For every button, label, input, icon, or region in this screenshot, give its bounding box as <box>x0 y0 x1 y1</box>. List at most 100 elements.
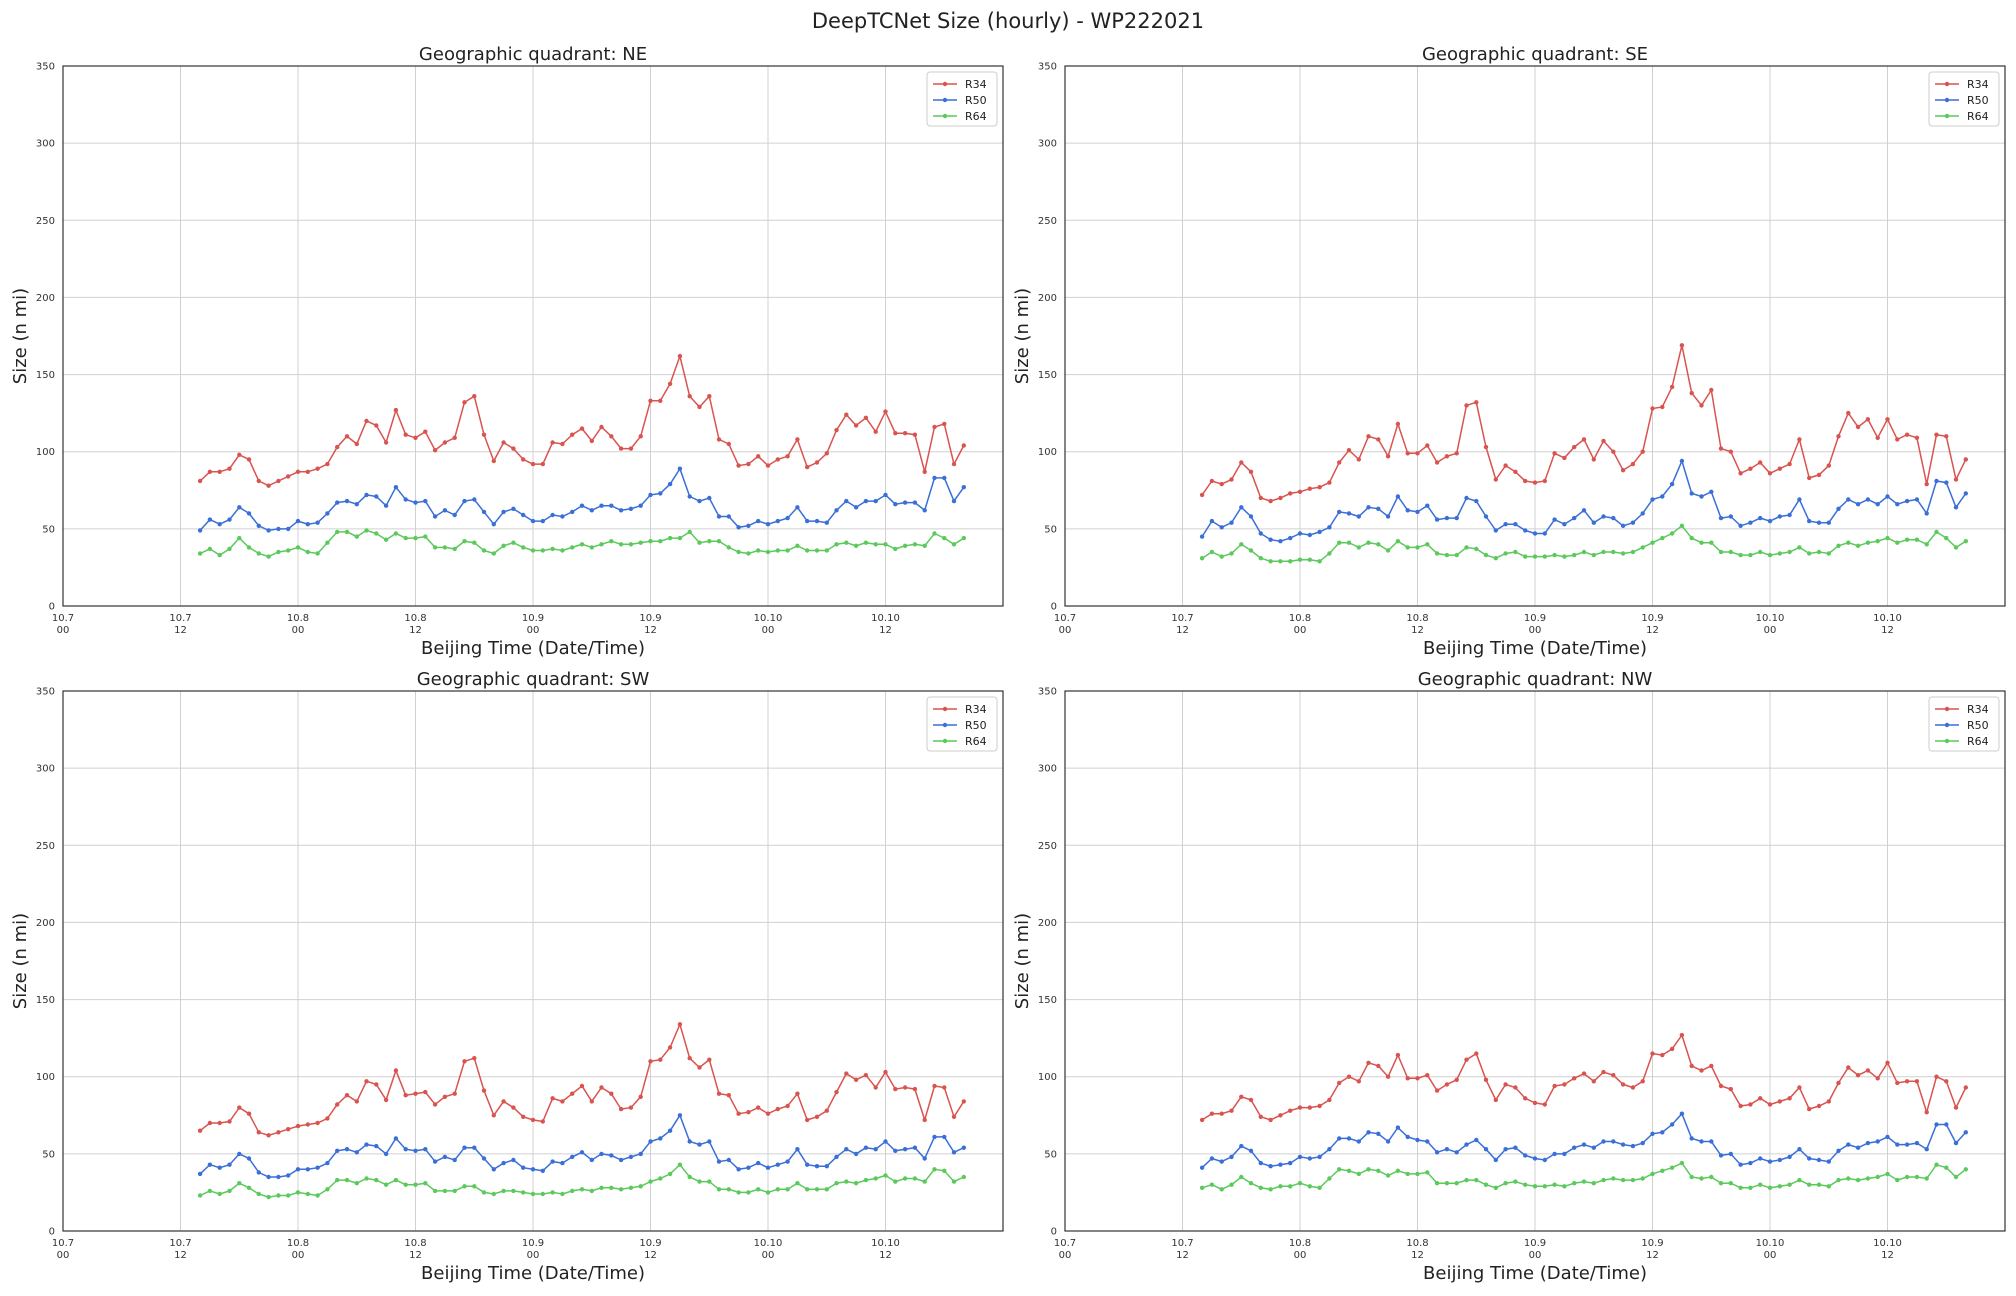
data-point-r50 <box>824 1164 829 1169</box>
data-point-r34 <box>1229 477 1234 482</box>
data-point-r64 <box>1904 1174 1910 1180</box>
data-point-r64 <box>1552 552 1557 558</box>
x-tick-label-hour: 00 <box>57 625 70 636</box>
data-point-r34 <box>785 454 790 459</box>
data-point-r64 <box>217 552 222 558</box>
data-point-r64 <box>1366 1167 1371 1172</box>
data-point-r50 <box>1199 534 1205 539</box>
data-point-r50 <box>530 1167 536 1172</box>
data-point-r64 <box>452 546 457 552</box>
x-tick-label-hour: 12 <box>1646 625 1659 636</box>
legend-label: R34 <box>1967 703 1989 716</box>
legend-marker-r50 <box>942 722 948 728</box>
y-tick-label: 50 <box>42 524 55 535</box>
data-point-r64 <box>687 529 692 535</box>
data-point-r50 <box>883 1139 888 1144</box>
data-point-r34 <box>383 440 389 445</box>
data-point-r50 <box>1875 1139 1880 1144</box>
data-point-r64 <box>472 1184 477 1189</box>
data-point-r64 <box>726 1187 731 1192</box>
data-point-r34 <box>756 1105 761 1110</box>
data-point-r64 <box>961 1174 966 1180</box>
data-point-r64 <box>570 1188 575 1194</box>
data-point-r64 <box>207 1188 213 1194</box>
data-point-r34 <box>1552 1083 1557 1089</box>
data-point-r50 <box>1219 1159 1224 1164</box>
data-point-r34 <box>1493 477 1499 482</box>
data-point-r50 <box>207 1162 213 1167</box>
data-point-r50 <box>207 517 213 522</box>
data-point-r64 <box>1229 1182 1234 1187</box>
data-point-r34 <box>462 400 467 405</box>
data-point-r34 <box>393 407 399 413</box>
legend-label: R34 <box>965 78 987 91</box>
data-point-r64 <box>511 540 516 545</box>
data-point-r50 <box>1924 511 1929 516</box>
data-point-r50 <box>883 492 888 498</box>
data-point-r50 <box>932 475 937 481</box>
data-point-r50 <box>1748 520 1753 525</box>
data-point-r50 <box>1395 494 1401 499</box>
data-point-r34 <box>550 1096 555 1101</box>
data-point-r64 <box>785 548 790 553</box>
data-point-r34 <box>795 437 800 442</box>
x-axis-label: Beijing Time (Date/Time) <box>1423 1263 1647 1284</box>
data-point-r50 <box>1317 529 1322 535</box>
data-point-r64 <box>1454 552 1459 558</box>
y-tick-label: 300 <box>1038 139 1057 150</box>
data-point-r50 <box>1601 514 1606 519</box>
data-point-r34 <box>1297 489 1303 494</box>
data-point-r34 <box>256 478 261 484</box>
data-point-r50 <box>638 503 643 508</box>
data-point-r64 <box>1679 523 1685 528</box>
data-point-r50 <box>1464 1142 1469 1147</box>
data-point-r64 <box>501 1188 506 1194</box>
data-point-r50 <box>364 492 369 498</box>
data-point-r50 <box>491 1167 496 1172</box>
data-point-r64 <box>697 540 702 545</box>
data-point-r50 <box>276 1174 281 1180</box>
data-point-r34 <box>1346 1074 1352 1079</box>
data-point-r34 <box>1944 434 1949 439</box>
data-point-r50 <box>1288 1160 1293 1166</box>
data-point-r64 <box>648 539 653 544</box>
data-point-r50 <box>1464 495 1469 501</box>
data-point-r34 <box>1885 417 1890 422</box>
data-point-r50 <box>893 1148 898 1154</box>
data-point-r64 <box>765 1190 771 1195</box>
data-point-r64 <box>315 551 320 556</box>
data-point-r50 <box>677 466 683 471</box>
data-point-r50 <box>716 514 722 519</box>
data-point-r64 <box>1611 549 1616 555</box>
data-point-r34 <box>1630 1085 1636 1090</box>
legend-label: R50 <box>965 94 987 107</box>
data-point-r34 <box>883 1069 888 1075</box>
data-point-r50 <box>1611 1139 1616 1144</box>
data-point-r64 <box>912 542 918 547</box>
y-tick-label: 100 <box>1038 447 1057 458</box>
data-point-r50 <box>1581 508 1587 513</box>
data-point-r50 <box>628 1154 634 1160</box>
data-point-r50 <box>1209 1156 1215 1161</box>
data-point-r34 <box>1542 478 1548 484</box>
chart-panel: Geographic quadrant: NE 0 50 100 150 200 250 30… <box>10 44 1004 659</box>
data-point-r50 <box>1953 505 1959 510</box>
data-point-r64 <box>1572 552 1577 558</box>
data-point-r50 <box>1503 522 1508 527</box>
y-tick-label: 50 <box>1044 524 1057 535</box>
x-tick-label-hour: 12 <box>1881 625 1894 636</box>
data-point-r64 <box>286 548 291 553</box>
data-point-r64 <box>1777 1184 1783 1189</box>
data-point-r50 <box>873 498 878 504</box>
data-point-r34 <box>1758 1096 1763 1101</box>
data-point-r50 <box>1327 525 1332 530</box>
y-axis-label: Size (n mi) <box>1012 288 1033 384</box>
data-point-r64 <box>1914 537 1920 542</box>
data-point-r64 <box>403 535 408 541</box>
data-point-r34 <box>1356 1079 1362 1084</box>
data-point-r50 <box>364 1142 369 1147</box>
data-point-r50 <box>1836 1148 1841 1154</box>
legend-marker-r64 <box>1944 113 1950 119</box>
data-point-r50 <box>1944 1122 1949 1127</box>
data-point-r50 <box>1963 491 1969 496</box>
